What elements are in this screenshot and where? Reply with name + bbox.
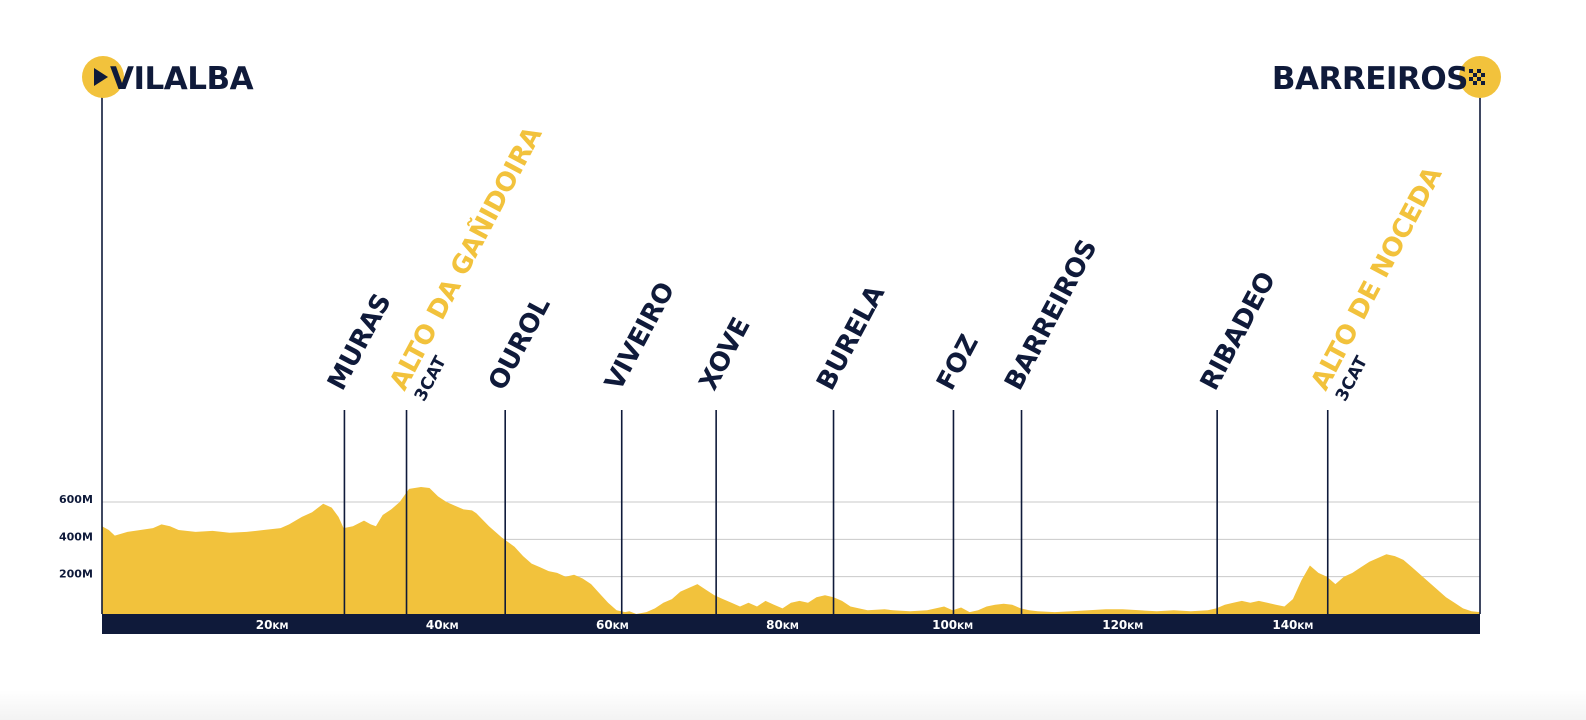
waypoint-label-group: BARREIROS (999, 235, 1103, 395)
checker-square (1481, 73, 1485, 77)
x-tick-label: 40KM (426, 618, 459, 632)
waypoint-label: RIBADEO (1195, 267, 1282, 395)
x-tick-number: 20 (256, 618, 273, 632)
start-marker (82, 56, 124, 98)
y-tick-label: 200M (59, 568, 93, 581)
start-city: VILALBA (110, 61, 254, 97)
x-tick-unit: KM (783, 622, 799, 632)
x-tick-label: 100KM (932, 618, 973, 632)
y-tick-label: 600M (59, 493, 93, 506)
x-tick-label: 140KM (1272, 618, 1313, 632)
checker-square (1481, 81, 1485, 85)
x-axis-ticks: 20KM 40KM 60KM 80KM 100KM 120KM 140KM (256, 618, 1314, 632)
waypoint-label-group: OUROL (483, 293, 557, 396)
finish-marker (1459, 56, 1501, 98)
waypoint-label-group: RIBADEO (1195, 267, 1282, 395)
checker-square (1477, 69, 1481, 73)
x-tick-unit: KM (957, 622, 973, 632)
x-tick-unit: KM (273, 622, 289, 632)
waypoint-label: OUROL (483, 293, 557, 396)
x-tick-number: 140 (1272, 618, 1297, 632)
waypoint-label: BURELA (811, 281, 891, 396)
x-tick-number: 120 (1102, 618, 1127, 632)
checker-square (1477, 77, 1481, 81)
x-tick-number: 100 (932, 618, 957, 632)
finish-city: BARREIROS (1272, 61, 1468, 97)
x-tick-unit: KM (1127, 622, 1143, 632)
y-axis-labels: 200M 400M 600M (59, 493, 93, 581)
play-icon (94, 68, 108, 86)
x-tick-number: 60 (596, 618, 613, 632)
waypoint-label-group: FOZ (931, 330, 985, 395)
elevation-area (102, 487, 1480, 614)
checker-square (1473, 73, 1477, 77)
x-tick-unit: KM (613, 622, 629, 632)
x-tick-label: 120KM (1102, 618, 1143, 632)
waypoint-label: BARREIROS (999, 235, 1103, 395)
waypoint-label: FOZ (931, 330, 985, 395)
checkered-flag-icon (1469, 69, 1485, 85)
x-tick-number: 80 (766, 618, 783, 632)
x-tick-label: 20KM (256, 618, 289, 632)
checker-square (1469, 69, 1473, 73)
checker-square (1469, 77, 1473, 81)
waypoint-label: XOVE (694, 313, 757, 395)
waypoint-label-group: BURELA (811, 281, 891, 396)
x-tick-number: 40 (426, 618, 443, 632)
y-tick-label: 400M (59, 530, 93, 543)
waypoint-label: ALTO DE NOCEDA (1305, 162, 1448, 395)
x-tick-label: 80KM (766, 618, 799, 632)
x-axis-bar (102, 614, 1480, 634)
waypoint-label: VIVEIRO (599, 278, 681, 396)
waypoint-label-group: XOVE (694, 313, 757, 395)
checker-square (1473, 81, 1477, 85)
x-tick-unit: KM (1297, 622, 1313, 632)
waypoint-label-group: VIVEIRO (599, 278, 681, 396)
waypoint-lines (343, 410, 1329, 614)
x-tick-label: 60KM (596, 618, 629, 632)
x-tick-unit: KM (443, 622, 459, 632)
